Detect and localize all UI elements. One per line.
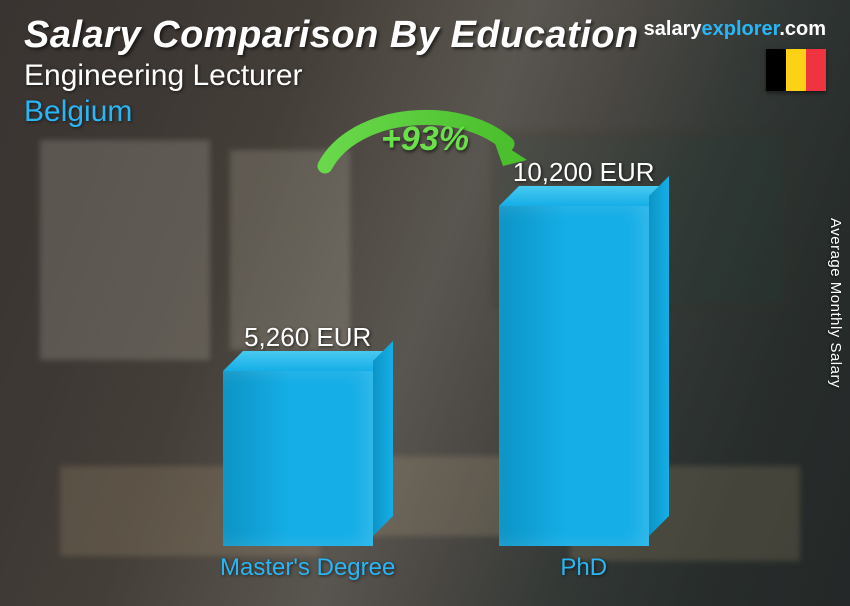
bar-shape (499, 206, 669, 546)
bar-shape (223, 371, 393, 546)
y-axis-label: Average Monthly Salary (827, 218, 844, 388)
brand-block: salaryexplorer.com (644, 18, 826, 91)
belgium-flag-icon (766, 49, 826, 91)
brand-word-b: explorer (701, 18, 779, 40)
infographic-canvas: Salary Comparison By Education Engineeri… (0, 0, 850, 606)
flag-stripe (786, 49, 806, 91)
bar-front-face (499, 206, 649, 546)
brand-word-a: salary (644, 18, 702, 40)
bar: 10,200 EUR (499, 157, 669, 546)
bar: 5,260 EUR (223, 322, 393, 546)
flag-stripe (766, 49, 786, 91)
chart-country: Belgium (24, 95, 826, 129)
bar-top-face (499, 186, 669, 206)
bar-value-label: 5,260 EUR (223, 322, 393, 353)
bar-chart: 5,260 EUR Master's Degree 10,200 EUR PhD (80, 152, 770, 582)
bar-value-label: 10,200 EUR (499, 157, 669, 188)
bar-side-face (373, 341, 393, 536)
bar-side-face (649, 176, 669, 536)
bar-top-face (223, 351, 393, 371)
brand-word-c: .com (779, 18, 826, 40)
flag-stripe (806, 49, 826, 91)
bar-front-face (223, 371, 373, 546)
category-label: Master's Degree (220, 554, 395, 582)
category-label: PhD (560, 554, 607, 582)
brand-text: salaryexplorer.com (644, 18, 826, 41)
